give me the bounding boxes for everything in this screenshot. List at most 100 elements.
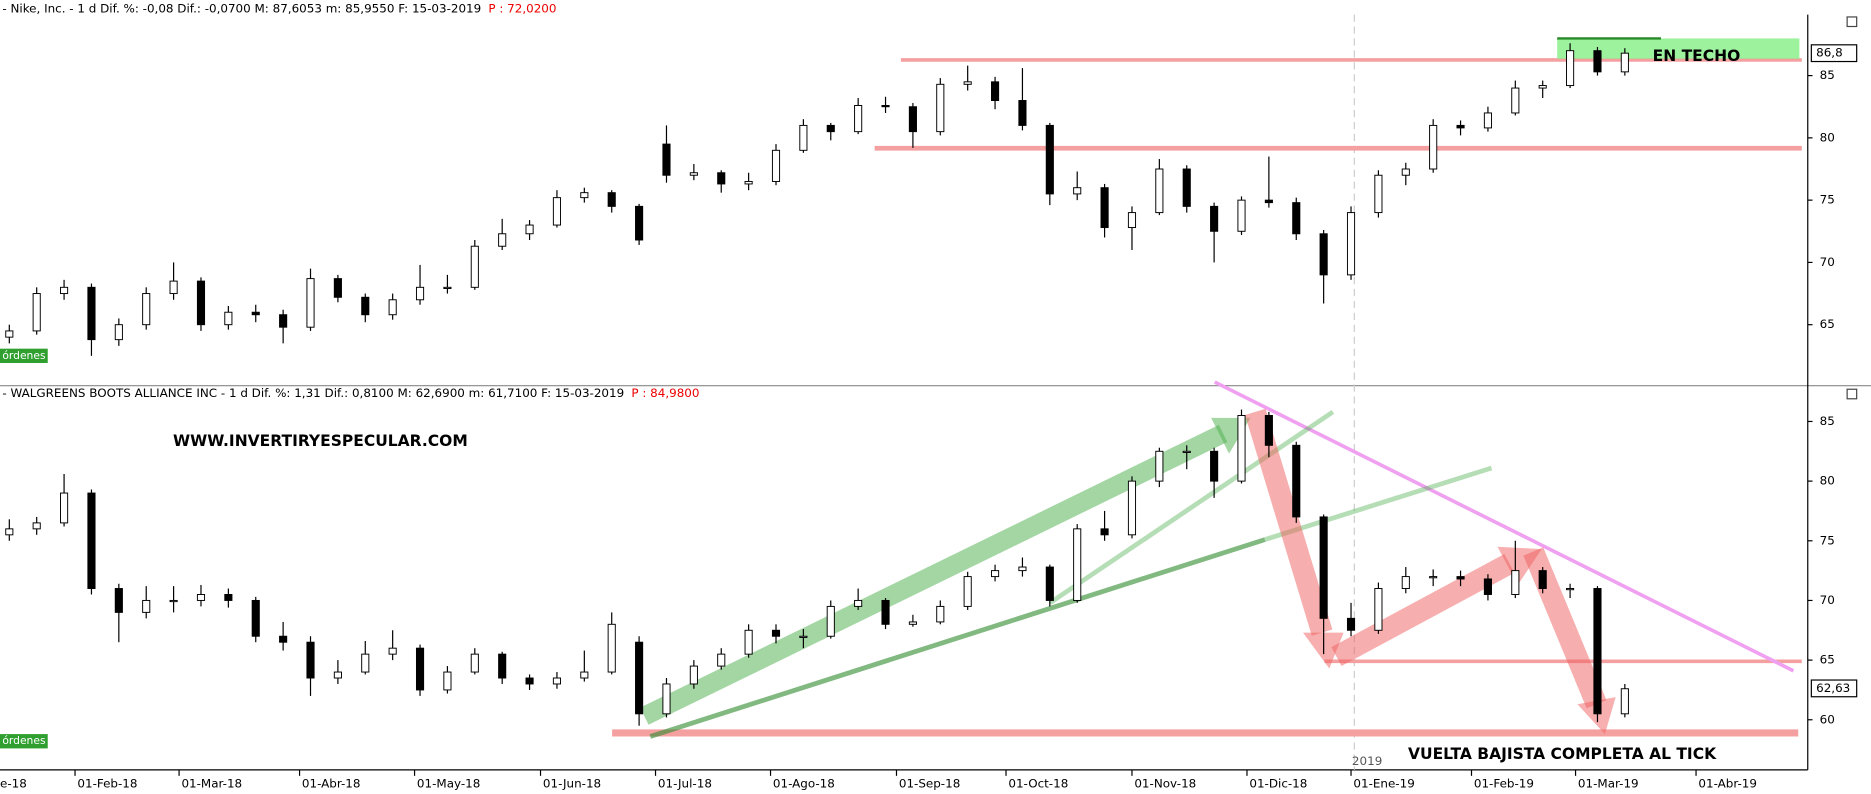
candle-body bbox=[142, 599, 151, 613]
candle-body bbox=[717, 172, 726, 185]
last-price-box bbox=[1810, 679, 1858, 698]
y-tick-label: 85 bbox=[1820, 414, 1835, 428]
candle-body bbox=[306, 641, 315, 679]
x-tick-label: 01-Nov-18 bbox=[1134, 777, 1196, 791]
candle-body bbox=[224, 311, 233, 326]
highlight-box bbox=[1557, 38, 1800, 59]
candle-body bbox=[443, 671, 452, 691]
candle-body bbox=[32, 293, 41, 332]
candle-body bbox=[114, 324, 123, 341]
candle-body bbox=[881, 599, 890, 625]
candle-body bbox=[1511, 570, 1520, 595]
panel-icon bbox=[1846, 16, 1858, 28]
candle-body bbox=[1155, 450, 1164, 482]
y-tick-label: 80 bbox=[1820, 474, 1835, 488]
candle-body bbox=[498, 233, 507, 247]
y-tick-label: 60 bbox=[1820, 712, 1835, 726]
candle-body bbox=[388, 647, 397, 655]
trend-line bbox=[1048, 409, 1335, 605]
candle-body bbox=[251, 311, 260, 316]
candle-body bbox=[1401, 168, 1410, 176]
candle-body bbox=[306, 278, 315, 328]
x-tick-label: 01-Ago-18 bbox=[773, 777, 835, 791]
candle-body bbox=[470, 245, 479, 288]
candle-body bbox=[963, 81, 972, 85]
x-tick-label: 01-Jun-18 bbox=[543, 777, 601, 791]
candle-body bbox=[1155, 168, 1164, 214]
candle-body bbox=[1483, 112, 1492, 129]
x-tick-label: 01-May-18 bbox=[417, 777, 480, 791]
candle-body bbox=[169, 599, 178, 603]
candle-body bbox=[1456, 576, 1465, 580]
candle-body bbox=[689, 172, 698, 176]
candle-body bbox=[1127, 212, 1137, 229]
arrow-shaft bbox=[1245, 408, 1333, 636]
candle-body bbox=[580, 192, 589, 199]
x-tick-label: 01-Feb-18 bbox=[77, 777, 137, 791]
candle-body bbox=[415, 647, 425, 691]
header-text: - WALGREENS BOOTS ALLIANCE INC - 1 d Dif… bbox=[2, 385, 624, 399]
x-tick-label: 01-Mar-19 bbox=[1578, 777, 1639, 791]
candle-body bbox=[1593, 50, 1602, 73]
candle-body bbox=[1346, 212, 1356, 276]
candle-body bbox=[1538, 570, 1547, 589]
candle-body bbox=[1237, 199, 1246, 232]
year-label: 2019 bbox=[1352, 754, 1382, 768]
candle-body bbox=[1319, 233, 1328, 276]
candle-body bbox=[1018, 100, 1027, 126]
candle-body bbox=[580, 671, 589, 679]
arrow-head bbox=[1577, 697, 1616, 735]
candle-body bbox=[5, 528, 14, 536]
candle-body bbox=[552, 677, 562, 685]
trend-line bbox=[649, 537, 1266, 739]
candle-body bbox=[114, 588, 123, 613]
candle-body bbox=[388, 299, 397, 316]
candle-body bbox=[799, 635, 808, 638]
candle-body bbox=[635, 641, 644, 715]
x-tick-label: 01-Mar-18 bbox=[181, 777, 242, 791]
candle-body bbox=[1292, 444, 1301, 518]
candle-body bbox=[854, 599, 863, 607]
panel-icon bbox=[1846, 388, 1858, 400]
candle-body bbox=[799, 124, 808, 151]
candle-body bbox=[1045, 124, 1054, 195]
arrow-shaft bbox=[640, 424, 1228, 725]
candle-body bbox=[607, 192, 616, 207]
candle-body bbox=[1593, 588, 1602, 715]
candle-body bbox=[1073, 187, 1082, 195]
candle-body bbox=[1018, 566, 1027, 572]
candle-body bbox=[443, 286, 452, 289]
header-price: P : 72,0200 bbox=[488, 1, 556, 15]
candle-body bbox=[991, 81, 1000, 101]
candle-body bbox=[1620, 52, 1629, 73]
candle-body bbox=[1210, 205, 1219, 232]
orders-box bbox=[0, 734, 48, 749]
y-tick-label: 85 bbox=[1820, 68, 1835, 82]
candle-body bbox=[525, 677, 534, 685]
candle-body bbox=[991, 570, 1000, 578]
y-tick-label: 70 bbox=[1820, 593, 1835, 607]
y-tick-label: 75 bbox=[1820, 193, 1835, 207]
candle-body bbox=[5, 330, 14, 338]
candle-body bbox=[1182, 450, 1191, 453]
candle-body bbox=[662, 683, 671, 715]
candle-body bbox=[717, 653, 726, 667]
candle-body bbox=[1264, 199, 1273, 204]
candle-body bbox=[1346, 617, 1356, 631]
candle-body bbox=[1045, 566, 1054, 601]
candle-body bbox=[1374, 588, 1383, 631]
candle-body bbox=[60, 492, 69, 524]
candle-body bbox=[498, 653, 507, 679]
arrow-shaft bbox=[1331, 553, 1515, 666]
candle-body bbox=[908, 621, 917, 625]
panel-header: - Nike, Inc. - 1 d Dif. %: -0,08 Dif.: -… bbox=[2, 1, 556, 15]
candle-body bbox=[470, 653, 479, 673]
candle-body bbox=[525, 224, 534, 235]
candle-body bbox=[662, 143, 671, 176]
candle-body bbox=[279, 635, 288, 643]
x-tick-label: 01-Dic-18 bbox=[1249, 777, 1307, 791]
last-price-box bbox=[1810, 44, 1858, 63]
candle-body bbox=[936, 605, 945, 623]
candle-body bbox=[1319, 516, 1328, 619]
candle-body bbox=[1566, 588, 1575, 591]
